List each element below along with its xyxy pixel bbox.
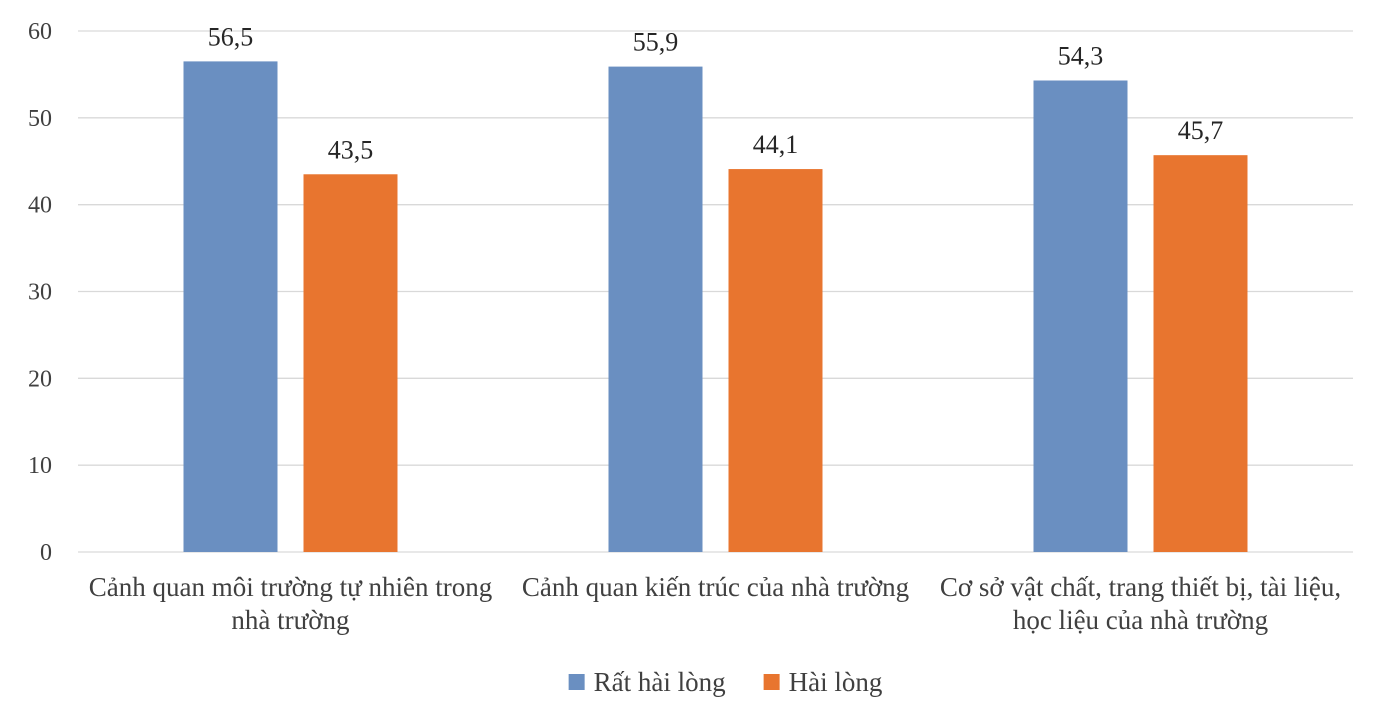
data-label: 56,5 xyxy=(208,22,254,51)
legend: Rất hài lòng Hài lòng xyxy=(568,667,883,697)
bar xyxy=(1153,155,1248,552)
data-label: 55,9 xyxy=(633,28,679,57)
y-tick-label: 30 xyxy=(28,280,52,306)
data-label: 44,1 xyxy=(753,130,799,159)
y-tick-label: 60 xyxy=(28,19,52,45)
legend-swatch xyxy=(763,674,780,690)
bars xyxy=(183,61,1248,553)
bar xyxy=(1033,80,1128,553)
bar xyxy=(608,66,703,552)
bar xyxy=(728,169,823,552)
gridlines xyxy=(78,30,1353,553)
bar xyxy=(303,174,398,552)
y-tick-label: 0 xyxy=(40,540,52,566)
category-label: học liệu của nhà trường xyxy=(1013,605,1268,635)
y-tick-label: 40 xyxy=(28,193,52,219)
legend-label: Hài lòng xyxy=(789,667,883,697)
legend-label: Rất hài lòng xyxy=(594,667,726,697)
data-labels: 56,5 43,5 55,9 44,1 54,3 45,7 xyxy=(208,22,1224,164)
legend-swatch xyxy=(568,674,585,690)
bar xyxy=(183,61,278,553)
category-label: Cảnh quan kiến trúc của nhà trường xyxy=(522,572,909,602)
category-label: Cảnh quan môi trường tự nhiên trong xyxy=(89,572,493,602)
category-label: nhà trường xyxy=(231,605,349,635)
y-tick-label: 10 xyxy=(28,453,52,479)
data-label: 54,3 xyxy=(1058,41,1104,70)
category-label: Cơ sở vật chất, trang thiết bị, tài liệu… xyxy=(940,572,1341,602)
data-label: 45,7 xyxy=(1178,116,1224,145)
y-axis-ticks: 0 10 20 30 40 50 60 xyxy=(28,19,52,566)
y-tick-label: 50 xyxy=(28,106,52,132)
data-label: 43,5 xyxy=(328,135,374,164)
y-tick-label: 20 xyxy=(28,366,52,392)
